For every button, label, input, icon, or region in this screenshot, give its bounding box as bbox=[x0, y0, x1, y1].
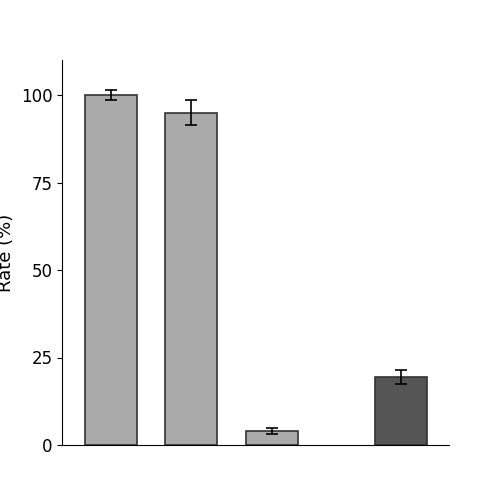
Bar bbox=[246, 431, 298, 445]
Bar bbox=[375, 377, 427, 445]
Y-axis label: Rate (%): Rate (%) bbox=[0, 214, 15, 292]
Bar bbox=[84, 95, 137, 445]
Bar bbox=[165, 112, 218, 445]
